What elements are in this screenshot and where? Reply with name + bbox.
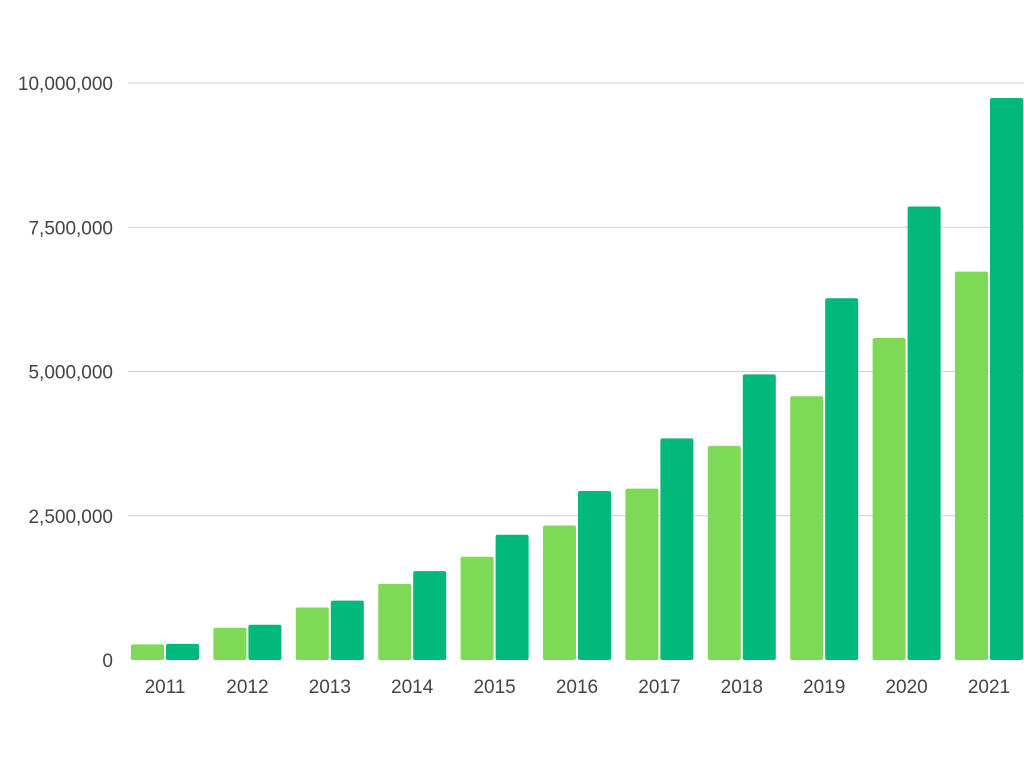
x-tick-label: 2021 bbox=[968, 677, 1010, 698]
bar-2021-series-2 bbox=[990, 98, 1023, 660]
bar-2011-series-1 bbox=[131, 644, 164, 660]
x-tick-label: 2013 bbox=[309, 677, 351, 698]
bar-2017-series-1 bbox=[625, 488, 659, 660]
bar-2019-series-2 bbox=[825, 298, 859, 660]
bar-2014-series-1 bbox=[378, 583, 412, 660]
x-tick-label: 2019 bbox=[803, 677, 845, 698]
y-tick-label: 0 bbox=[102, 651, 113, 672]
x-tick-label: 2016 bbox=[556, 677, 598, 698]
y-tick-label: 10,000,000 bbox=[18, 74, 113, 95]
x-tick-label: 2014 bbox=[391, 677, 434, 698]
bar-2020-series-2 bbox=[907, 206, 941, 660]
bar-2020-series-1 bbox=[872, 338, 906, 660]
x-tick-label: 2011 bbox=[145, 677, 186, 698]
x-tick-label: 2015 bbox=[473, 677, 515, 698]
bar-2015-series-2 bbox=[495, 534, 529, 660]
bar-2019-series-1 bbox=[790, 396, 824, 660]
x-tick-label: 2012 bbox=[226, 677, 268, 698]
y-axis-ticks: 0 2,500,000 5,000,000 7,500,000 10,000,000 bbox=[18, 74, 113, 672]
bar-2012-series-1 bbox=[213, 627, 247, 660]
y-tick-label: 5,000,000 bbox=[28, 363, 113, 384]
bar-2016-series-2 bbox=[578, 490, 611, 660]
bar-2015-series-1 bbox=[460, 556, 494, 660]
x-tick-label: 2017 bbox=[638, 677, 680, 698]
y-tick-label: 7,500,000 bbox=[28, 218, 113, 239]
bar-2013-series-2 bbox=[330, 600, 364, 660]
bar-2014-series-2 bbox=[413, 571, 447, 660]
bar-2021-series-1 bbox=[955, 271, 988, 660]
bars bbox=[131, 98, 1023, 660]
bar-2016-series-1 bbox=[543, 525, 576, 660]
bar-2017-series-2 bbox=[660, 438, 694, 660]
bar-2011-series-2 bbox=[166, 643, 199, 660]
bar-2018-series-1 bbox=[707, 445, 741, 660]
bar-2012-series-2 bbox=[248, 624, 282, 660]
bar-2013-series-1 bbox=[295, 607, 329, 660]
x-tick-label: 2020 bbox=[885, 677, 927, 698]
x-tick-label: 2018 bbox=[721, 677, 763, 698]
x-axis-ticks: 2011 2012 2013 2014 2015 2016 2017 2018 2019 2020… bbox=[145, 677, 1011, 698]
y-tick-label: 2,500,000 bbox=[28, 507, 113, 528]
bar-2018-series-2 bbox=[742, 374, 776, 660]
